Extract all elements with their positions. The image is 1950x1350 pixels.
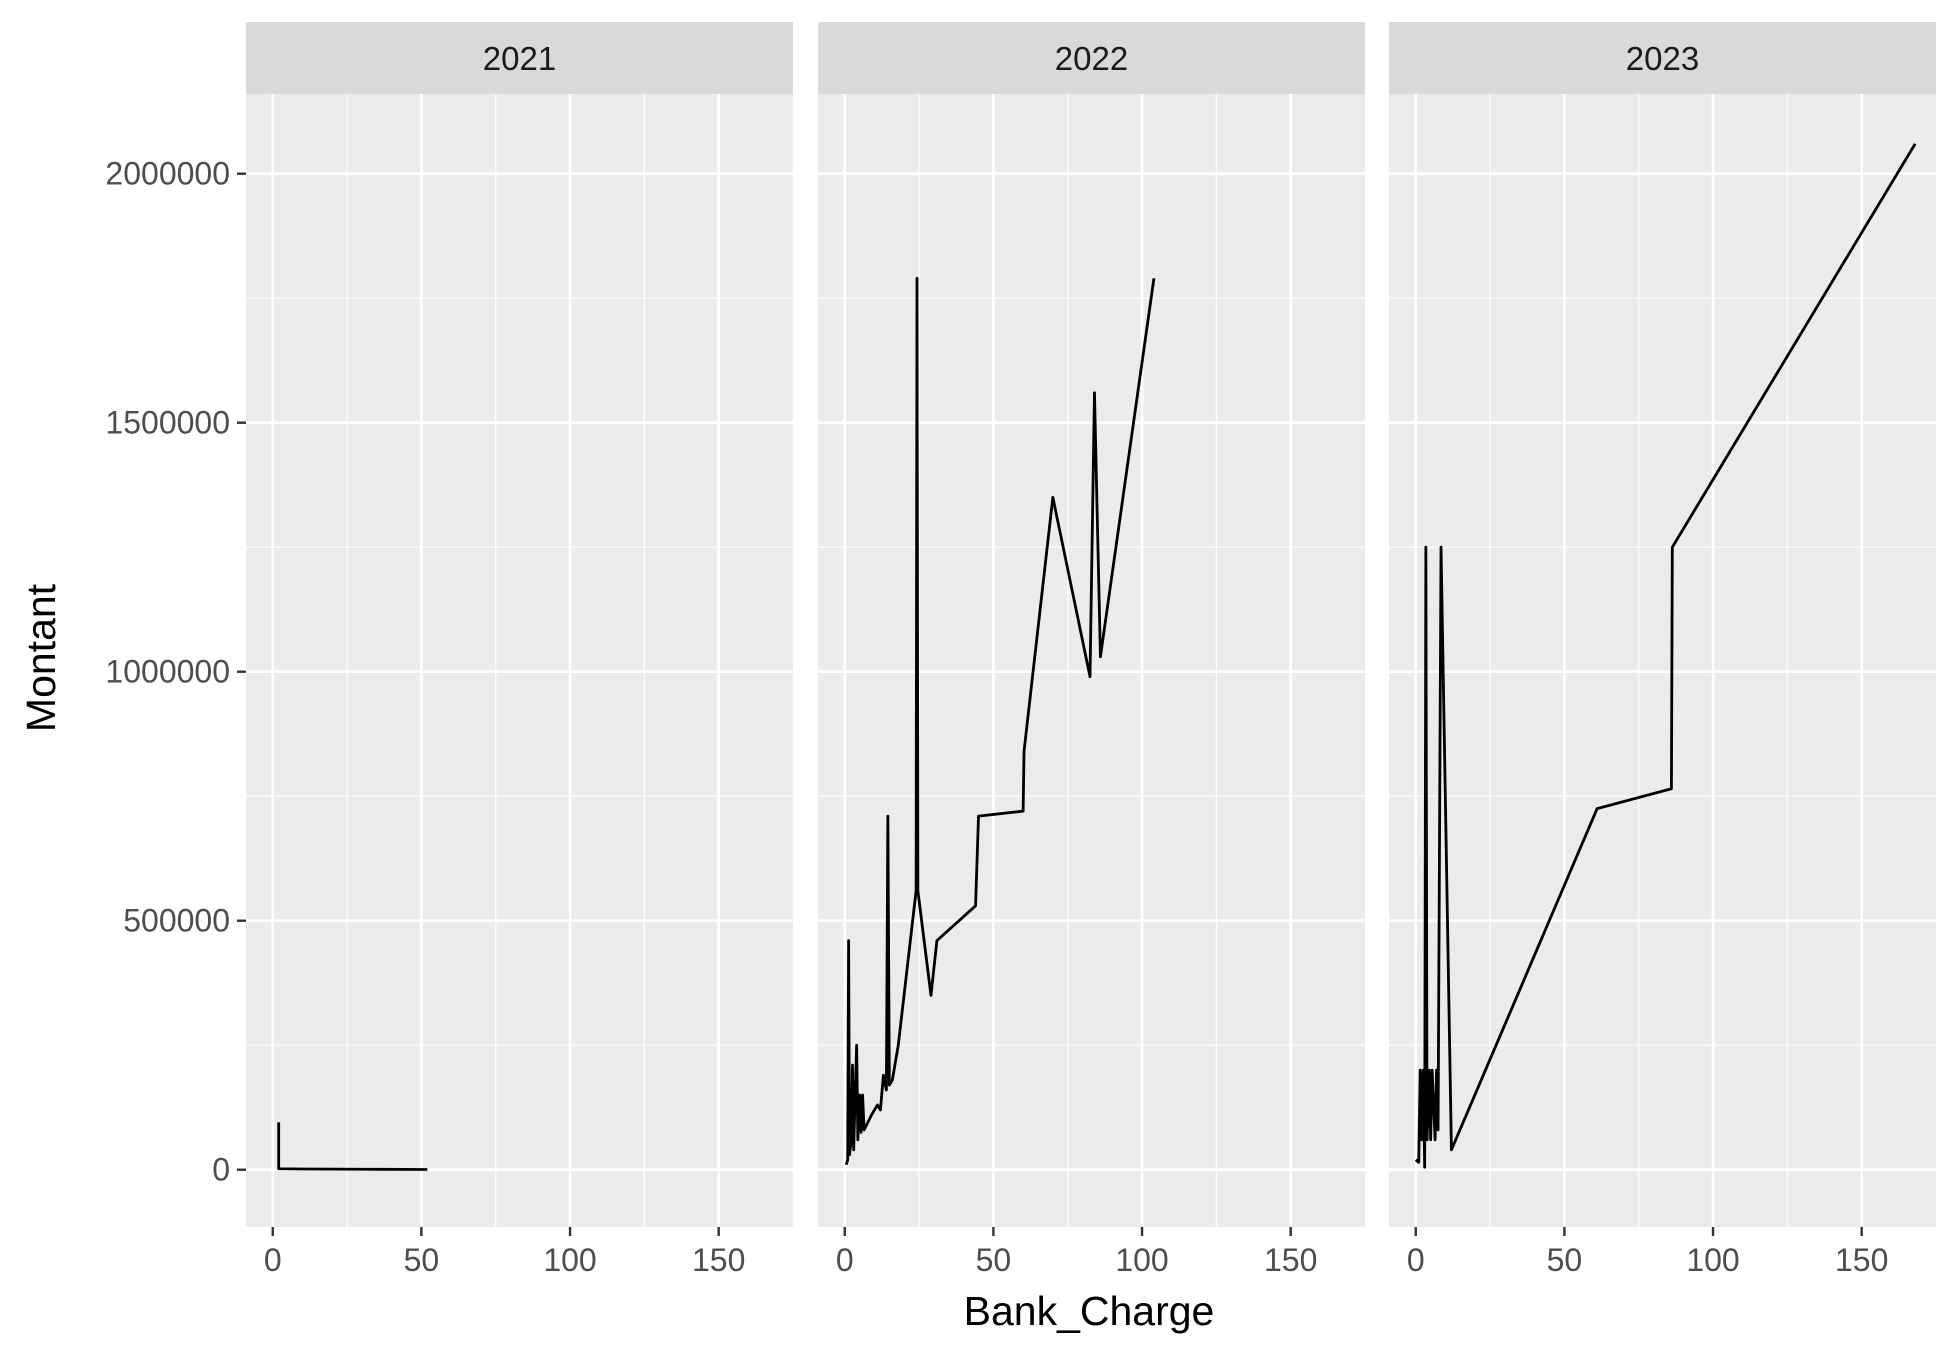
series-line-2023 [1414, 143, 1917, 1169]
x-axis-title: Bank_Charge [964, 1288, 1215, 1334]
x-tick-label: 50 [404, 1242, 440, 1278]
x-tick-label: 0 [1407, 1242, 1425, 1278]
y-tick-label: 1000000 [105, 654, 230, 690]
x-tick-label: 0 [836, 1242, 854, 1278]
facet-strip-label: 2023 [1626, 40, 1699, 77]
y-tick-label: 1500000 [105, 405, 230, 441]
y-tick-label: 2000000 [105, 156, 230, 192]
facet-strip-label: 2022 [1055, 40, 1128, 77]
x-tick-label: 50 [1547, 1242, 1583, 1278]
facet-panel-2023: 2023 0 50 100 150 [1389, 22, 1936, 1278]
facet-panels: 2021 0 50 100 150 2022 0 50 100 150 2023 0 50 100 150 [246, 22, 1936, 1278]
series-line-2021 [277, 1122, 428, 1171]
x-tick-label: 100 [543, 1242, 596, 1278]
facet-strip [246, 22, 793, 94]
facet-strip-label: 2021 [483, 40, 556, 77]
x-tick-label: 100 [1115, 1242, 1168, 1278]
x-tick-label: 150 [692, 1242, 745, 1278]
y-tick-label: 500000 [123, 903, 230, 939]
panel-background [1389, 94, 1936, 1227]
x-tick-label: 150 [1835, 1242, 1888, 1278]
x-tick-label: 50 [976, 1242, 1012, 1278]
facet-panel-2022: 2022 0 50 100 150 [818, 22, 1365, 1278]
y-axis-title: Montant [18, 583, 64, 732]
y-axis: 0 500000 1000000 1500000 2000000 [105, 156, 246, 1188]
facet-panel-2021: 2021 0 50 100 150 [246, 22, 793, 1278]
y-tick-label: 0 [212, 1152, 230, 1188]
facet-strip [1389, 22, 1936, 94]
x-tick-label: 150 [1264, 1242, 1317, 1278]
panel-background [246, 94, 793, 1227]
x-tick-label: 100 [1686, 1242, 1739, 1278]
x-tick-label: 0 [264, 1242, 282, 1278]
series-line-2022 [844, 276, 1156, 1166]
facet-strip [818, 22, 1365, 94]
